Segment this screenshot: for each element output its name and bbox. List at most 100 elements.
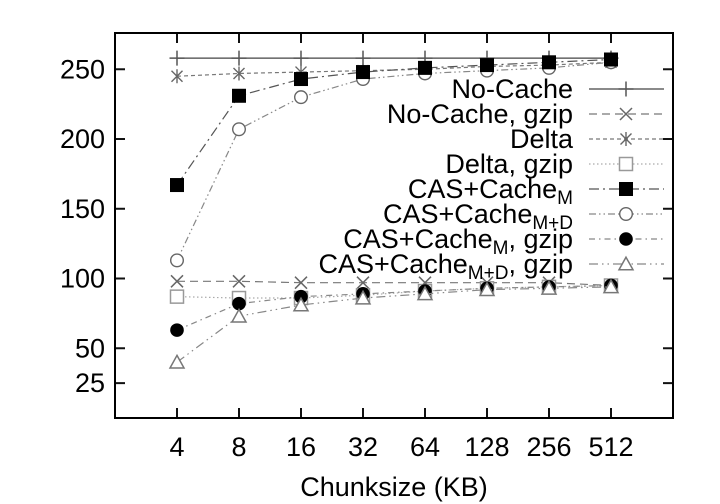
legend-label-no-cache-gzip: No-Cache, gzip [387,99,573,129]
cross-icon [356,276,370,290]
open-triangle-icon [540,279,558,295]
y-tick-label: 200 [60,124,105,154]
y-tick-label: 150 [60,194,105,224]
legend-row-delta-gzip: Delta, gzip [445,149,664,179]
open-triangle-icon [230,307,248,323]
open-triangle-icon [617,255,635,271]
marker-delta-gzip [169,289,185,304]
series-line-cas-cache-m-d-gzip [176,286,612,363]
plus-icon [169,50,185,66]
cross-icon [294,276,308,290]
open-square-icon [618,156,634,172]
filled-square-icon [418,60,432,75]
cross-icon [232,274,246,288]
marker-cas-cache-m-d-gzip [168,353,186,369]
marker-cas-cache-m [542,55,556,70]
legend-marker-no-cache [618,81,634,97]
marker-cas-cache-m-gzip [170,323,184,337]
open-triangle-icon [478,281,496,297]
filled-square-icon [542,55,556,70]
plus-icon [293,50,309,66]
legend-label-cas-cache-m-d-gzip: CAS+CacheM+D, gzip [318,249,573,284]
legend-label-delta-gzip: Delta, gzip [445,149,573,179]
marker-cas-cache-m [294,72,308,87]
legend-marker-cas-cache-m-d [619,206,634,221]
marker-no-cache-gzip [170,274,184,288]
legend-row-cas-cache-m-gzip: CAS+CacheM, gzip [343,224,664,259]
marker-cas-cache-m-d [169,253,184,268]
x-tick-label: 32 [348,432,378,462]
filled-circle-icon [232,296,246,311]
legend-row-no-cache-gzip: No-Cache, gzip [387,99,664,129]
legend-row-cas-cache-m-d: CAS+CacheM+D [383,199,664,234]
plus-icon [231,50,247,66]
asterisk-icon [171,69,183,84]
filled-square-icon [604,52,618,67]
series-layer [168,50,620,369]
open-circle-icon [169,253,184,268]
plus-icon [618,81,634,97]
cross-icon [619,107,633,121]
y-tick-label: 50 [75,333,105,363]
legend-row-cas-cache-m: CAS+CacheM [408,174,664,209]
open-circle-icon [294,90,309,105]
series-line-no-cache-gzip [177,280,612,287]
x-tick-label: 4 [169,432,184,462]
marker-no-cache [355,50,371,66]
legend-label-cas-cache-m-d: CAS+CacheM+D [383,199,573,234]
x-tick-label: 512 [588,432,633,462]
axis-ticks-layer: 4 8 16 32 64 128 256 512 25 50 100 150 200 250 [60,34,672,462]
marker-delta [171,69,183,84]
marker-no-cache-gzip [356,276,370,290]
legend-label-delta: Delta [510,124,574,154]
filled-circle-icon [619,232,633,246]
series-cas-cache-m [170,52,618,193]
legend-marker-no-cache-gzip [619,107,633,121]
plus-icon [355,50,371,66]
open-square-icon [169,289,185,304]
legend-marker-cas-cache-m-d-gzip [617,255,635,271]
marker-cas-cache-m [170,178,184,193]
marker-no-cache [231,50,247,66]
series-line-cas-cache-m [176,58,612,186]
legend-label-cas-cache-m-gzip: CAS+CacheM, gzip [343,224,573,259]
marker-cas-cache-m-d-gzip [602,278,620,294]
open-triangle-icon [602,278,620,294]
marker-delta [233,66,245,81]
y-tick-label: 100 [60,264,105,294]
marker-cas-cache-m [356,65,370,80]
marker-cas-cache-m-gzip [294,289,308,304]
marker-cas-cache-m-d [294,90,309,105]
open-triangle-icon [292,296,310,312]
cross-icon [170,274,184,288]
open-circle-icon [619,206,634,221]
marker-cas-cache-m-d-gzip [416,285,434,301]
open-triangle-icon [354,289,372,305]
legend-marker-delta-gzip [618,156,634,172]
legend-row-no-cache: No-Cache [451,74,664,104]
y-tick-label: 250 [60,54,105,84]
series-cas-cache-m-d-gzip [168,278,620,369]
series-line-delta-gzip [176,284,612,299]
open-triangle-icon [416,285,434,301]
filled-square-icon [480,58,494,73]
legend-marker-delta [620,132,632,146]
marker-cas-cache-m [604,52,618,67]
open-triangle-icon [168,353,186,369]
series-line-cas-cache-m-gzip [176,284,612,331]
marker-cas-cache-m [480,58,494,73]
marker-no-cache [293,50,309,66]
filled-square-icon [170,178,184,193]
marker-cas-cache-m-d-gzip [354,289,372,305]
marker-cas-cache-m [232,88,246,103]
legend-row-cas-cache-m-d-gzip: CAS+CacheM+D, gzip [318,249,664,284]
plot-border [114,32,674,419]
marker-cas-cache-m-d [231,122,246,137]
marker-cas-cache-m-d-gzip [540,279,558,295]
x-tick-label: 8 [231,432,246,462]
legend-marker-cas-cache-m-gzip [619,232,633,246]
marker-cas-cache-m [418,60,432,75]
